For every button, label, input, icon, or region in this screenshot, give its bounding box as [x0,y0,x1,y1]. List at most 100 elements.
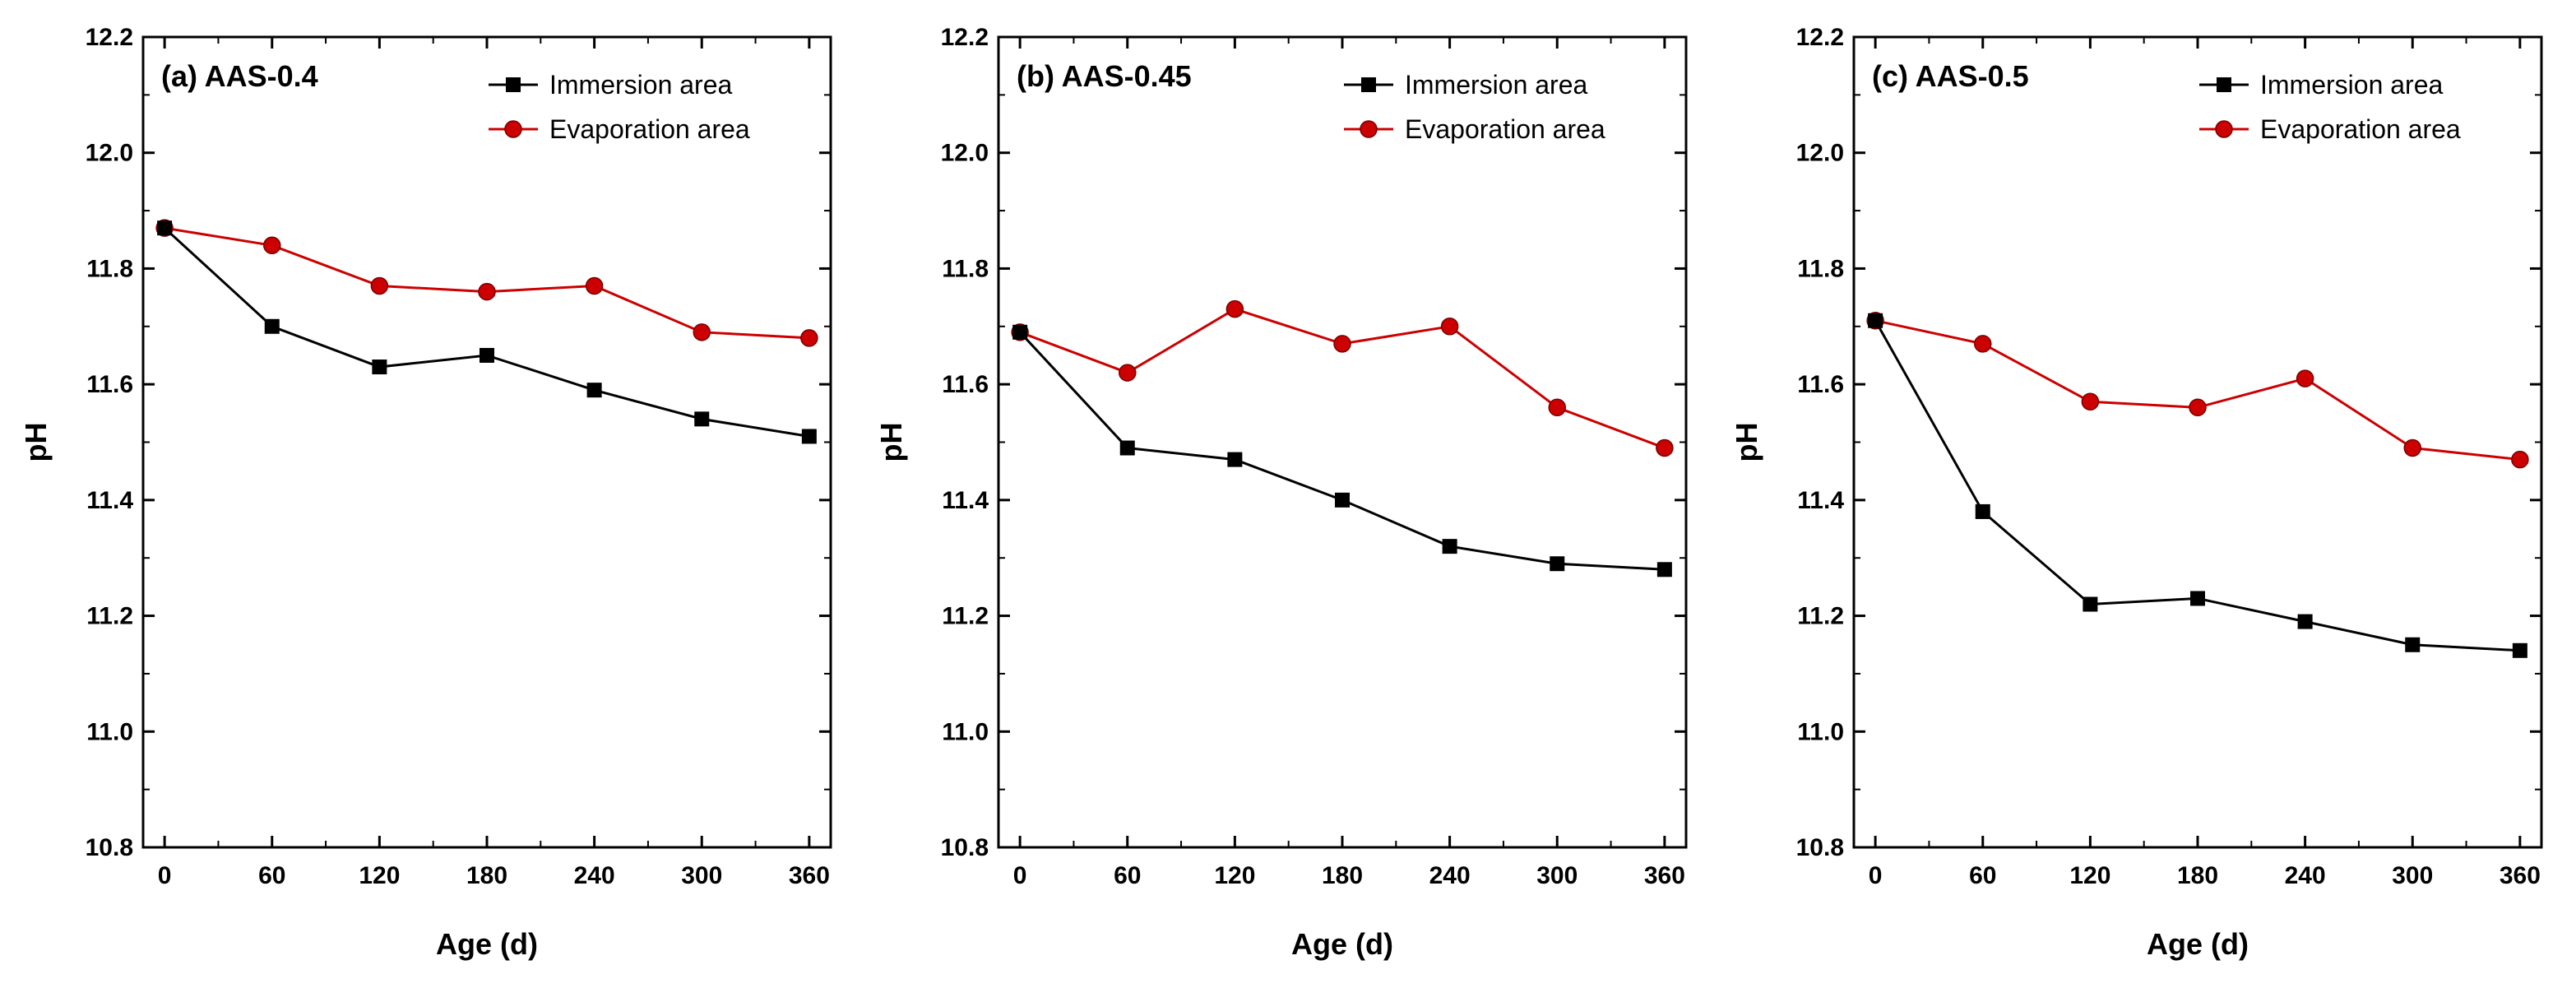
x-tick-label: 0 [1013,862,1027,889]
data-point-square [1550,556,1565,572]
data-point-circle [2296,369,2314,387]
data-point-circle [1119,364,1137,382]
chart-panel-1: 10.8 11.0 11.2 11.4 11.6 11.8 12.0 12.2 0 60 120 18… [19,24,832,961]
panel-title: (a) AAS-0.4 [161,59,318,93]
data-point-square [1335,492,1350,508]
data-point-circle [2511,450,2529,469]
data-point-circle [263,236,281,255]
y-tick-label: 11.6 [942,371,989,398]
y-tick-label: 12.2 [1796,24,1844,51]
x-tick-label: 60 [258,862,285,889]
x-tick-label: 0 [158,862,172,889]
x-tick-label: 0 [1869,862,1883,889]
data-point-circle [1333,335,1351,353]
data-point-square [157,220,173,236]
data-point-circle [2189,398,2207,417]
chart-panel-2: 10.8 11.0 11.2 11.4 11.6 11.8 12.0 12.2 0 60 120 18… [874,24,1688,961]
y-axis-title: pH [1730,423,1763,462]
y-tick-label: 11.8 [1797,255,1844,282]
data-point-circle [2081,392,2100,411]
x-axis-title: Age (d) [2147,927,2249,961]
x-tick-label: 240 [574,862,615,889]
x-axis-title: Age (d) [436,927,538,961]
data-point-circle [1974,335,1992,353]
x-tick-label: 60 [1969,862,1996,889]
y-tick-label: 11.2 [1797,603,1844,630]
y-tick-label: 11.8 [942,255,989,282]
y-tick-label: 11.0 [1797,718,1844,745]
legend-label: Immersion area [2260,70,2444,100]
data-point-circle [1548,398,1566,417]
data-point-square [1656,562,1672,577]
y-tick-label: 10.8 [1796,834,1844,861]
y-tick-label: 10.8 [941,834,989,861]
data-point-square [1442,539,1457,554]
y-tick-label: 11.4 [1797,487,1844,514]
legend-label: Evaporation area [549,114,750,144]
legend-marker-circle [504,120,522,138]
panel-title: (c) AAS-0.5 [1872,59,2029,93]
data-point-square [586,383,602,398]
data-point-square [2512,642,2527,658]
data-point-circle [1440,318,1459,336]
data-point-square [264,318,280,334]
y-tick-label: 11.0 [942,718,989,745]
data-point-circle [800,329,818,347]
data-point-square [372,359,387,375]
x-tick-label: 180 [466,862,507,889]
x-tick-label: 120 [1214,862,1255,889]
y-axis-title: pH [874,423,908,462]
y-tick-label: 11.8 [86,255,133,282]
data-point-circle [693,323,711,341]
data-point-square [1975,503,1990,519]
x-tick-label: 120 [359,862,400,889]
data-point-circle [1225,299,1244,318]
y-tick-label: 11.2 [942,603,989,630]
y-tick-label: 12.0 [1796,140,1844,167]
legend-label: Immersion area [549,70,733,100]
y-tick-label: 11.4 [942,487,989,514]
data-point-circle [585,276,604,295]
x-tick-label: 300 [1536,862,1578,889]
data-point-square [480,347,494,363]
data-point-square [801,429,817,444]
data-point-circle [370,276,389,295]
x-tick-label: 300 [2392,862,2433,889]
y-tick-label: 11.6 [1797,371,1844,398]
data-point-circle [1656,438,1674,457]
x-tick-label: 240 [1429,862,1471,889]
y-tick-label: 12.2 [86,24,133,51]
x-tick-label: 180 [2177,862,2218,889]
x-tick-label: 180 [1322,862,1363,889]
data-point-square [1119,440,1135,456]
x-tick-label: 60 [1114,862,1141,889]
legend-label: Immersion area [1405,70,1588,100]
legend-marker-circle [2215,120,2233,138]
x-tick-label: 120 [2069,862,2110,889]
y-tick-label: 11.6 [86,371,133,398]
x-axis-title: Age (d) [1291,927,1393,961]
legend-marker-square [506,77,521,92]
y-tick-label: 12.0 [86,140,133,167]
x-tick-label: 300 [681,862,722,889]
data-point-square [1012,324,1028,340]
x-tick-label: 360 [2500,862,2541,889]
x-tick-label: 360 [1644,862,1685,889]
legend-marker-square [2217,77,2231,92]
y-tick-label: 12.2 [941,24,989,51]
data-point-square [2190,591,2205,606]
data-point-square [694,411,710,427]
data-point-square [2297,614,2313,629]
legend-label: Evaporation area [1405,114,1605,144]
legend-marker-square [1361,77,1376,92]
chart-panel-3: 10.8 11.0 11.2 11.4 11.6 11.8 12.0 12.2 0 60 120 18… [1730,24,2543,961]
legend-marker-circle [1360,120,1378,138]
data-point-square [2083,596,2098,612]
y-tick-label: 11.0 [86,718,133,745]
y-axis-title: pH [19,423,53,462]
data-point-circle [478,282,496,301]
y-tick-label: 10.8 [86,834,133,861]
panel-title: (b) AAS-0.45 [1017,59,1192,93]
y-tick-label: 11.2 [86,603,133,630]
